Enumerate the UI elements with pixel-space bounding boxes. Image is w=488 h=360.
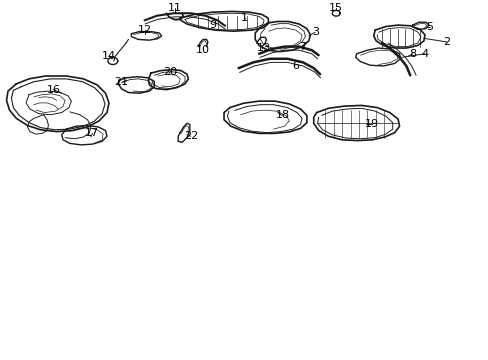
Text: 9: 9 [209,20,216,30]
Text: 19: 19 [365,120,379,129]
Text: 13: 13 [257,43,270,53]
Text: 10: 10 [196,45,210,55]
Text: 1: 1 [241,13,247,23]
Text: 5: 5 [426,22,432,32]
Text: 18: 18 [275,111,289,121]
Text: 20: 20 [163,67,177,77]
Text: 8: 8 [408,49,415,59]
Text: 22: 22 [183,131,198,141]
Text: 21: 21 [114,77,128,87]
Text: 4: 4 [421,49,427,59]
Text: 12: 12 [137,25,151,35]
Text: 14: 14 [102,51,116,61]
Text: 16: 16 [46,85,60,95]
Text: 6: 6 [292,61,299,71]
Text: 3: 3 [311,27,318,37]
Text: 15: 15 [328,3,343,13]
Text: 2: 2 [443,37,449,47]
Text: 11: 11 [168,3,182,13]
Text: 7: 7 [299,42,306,52]
Text: 17: 17 [85,129,99,138]
